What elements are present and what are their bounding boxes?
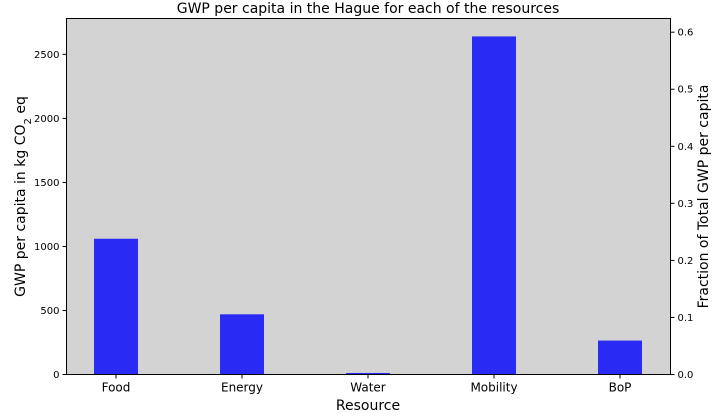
x-axis: Food Energy Water Mobility BoP [102,374,632,395]
y2-tick-label: 0.2 [678,256,694,267]
y-tick-label: 0 [53,370,59,381]
y2-tick-label: 0.5 [678,85,694,96]
x-tick-label-food: Food [102,381,131,395]
y-tick-label: 500 [40,306,59,317]
y-axis-title-suffix: eq [13,96,29,118]
y-tick-label: 1000 [34,242,59,253]
right-axis: 0.0 0.1 0.2 0.3 0.4 0.5 0.6 [670,28,694,381]
bar-bop [598,340,642,375]
y-tick-label: 2000 [34,114,59,125]
plot-area-background [66,18,671,375]
x-tick-label-water: Water [350,381,386,395]
y-axis-title-subscript: 2 [23,118,34,124]
x-tick-label-energy: Energy [221,381,263,395]
y2-tick-label: 0.4 [678,142,694,153]
plot-frame [66,18,671,375]
bars-group [94,36,642,375]
y-axis-title-prefix: GWP per capita in kg CO [13,125,29,297]
x-tick-label-mobility: Mobility [470,381,517,395]
y-tick-label: 1500 [34,178,59,189]
x-axis-title: Resource [336,398,400,414]
chart-title: GWP per capita in the Hague for each of … [177,1,560,17]
bar-energy [220,314,264,375]
bar-water [346,372,390,375]
y2-axis-title: Fraction of Total GWP per capita [696,85,712,309]
y2-tick-label: 0.1 [678,313,694,324]
left-axis: 0 500 1000 1500 2000 2500 [34,50,67,381]
y2-tick-label: 0.3 [678,199,694,210]
y-tick-label: 2500 [34,50,59,61]
bar-mobility [472,36,516,375]
y2-tick-label: 0.0 [678,370,694,381]
x-tick-label-bop: BoP [609,381,632,395]
bar-food [94,238,138,375]
y-axis-title: GWP per capita in kg CO2 eq [13,96,34,297]
y2-tick-label: 0.6 [678,28,694,39]
